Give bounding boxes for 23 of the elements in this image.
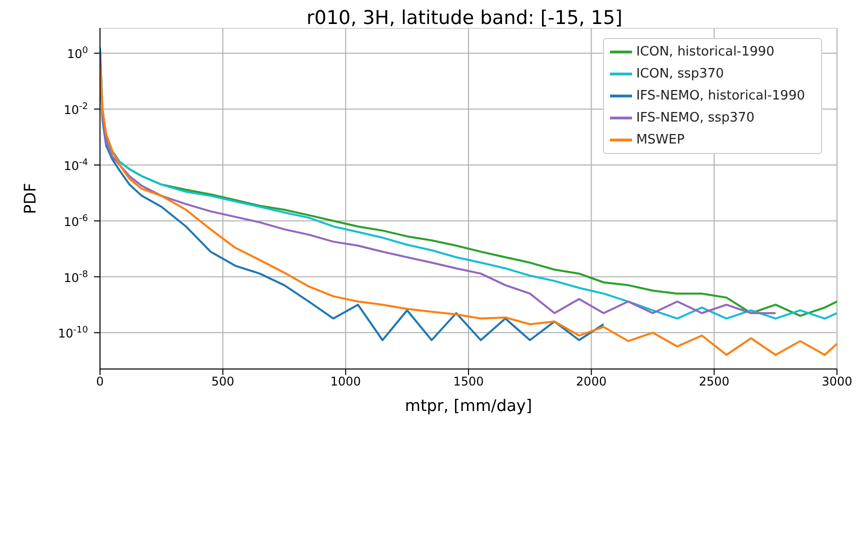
x-tick-label: 1000: [330, 374, 361, 389]
line-series: [100, 66, 837, 356]
y-axis-title: PDF: [20, 182, 40, 214]
line-series: [100, 49, 605, 342]
legend-label: ICON, historical-1990: [636, 44, 774, 60]
y-tick-label: 10$^{-4}$: [64, 158, 88, 173]
x-tick-label: 2000: [576, 374, 607, 389]
legend-label: MSWEP: [636, 132, 685, 148]
x-tick-label: 500: [211, 374, 234, 389]
y-tick-label: 10$^{-2}$: [64, 102, 88, 118]
y-tick-label: 10$^{0}$: [66, 46, 88, 62]
x-axis-title: mtpr, [mm/day]: [404, 396, 532, 415]
y-tick-label: 10$^{-8}$: [64, 270, 88, 285]
y-tick-label: 10$^{-10}$: [58, 326, 88, 341]
chart-title: r010, 3H, latitude band: [-15, 15]: [306, 7, 624, 29]
x-tick-label: 3000: [822, 374, 852, 389]
x-tick-label: 2500: [698, 374, 730, 389]
x-tick-label: 1500: [453, 374, 484, 389]
legend-label: ICON, ssp370: [636, 66, 724, 82]
x-tick-label: 0: [96, 374, 104, 389]
legend-label: IFS-NEMO, ssp370: [636, 110, 754, 126]
y-tick-label: 10$^{-6}$: [64, 214, 88, 229]
legend-label: IFS-NEMO, historical-1990: [636, 88, 805, 104]
